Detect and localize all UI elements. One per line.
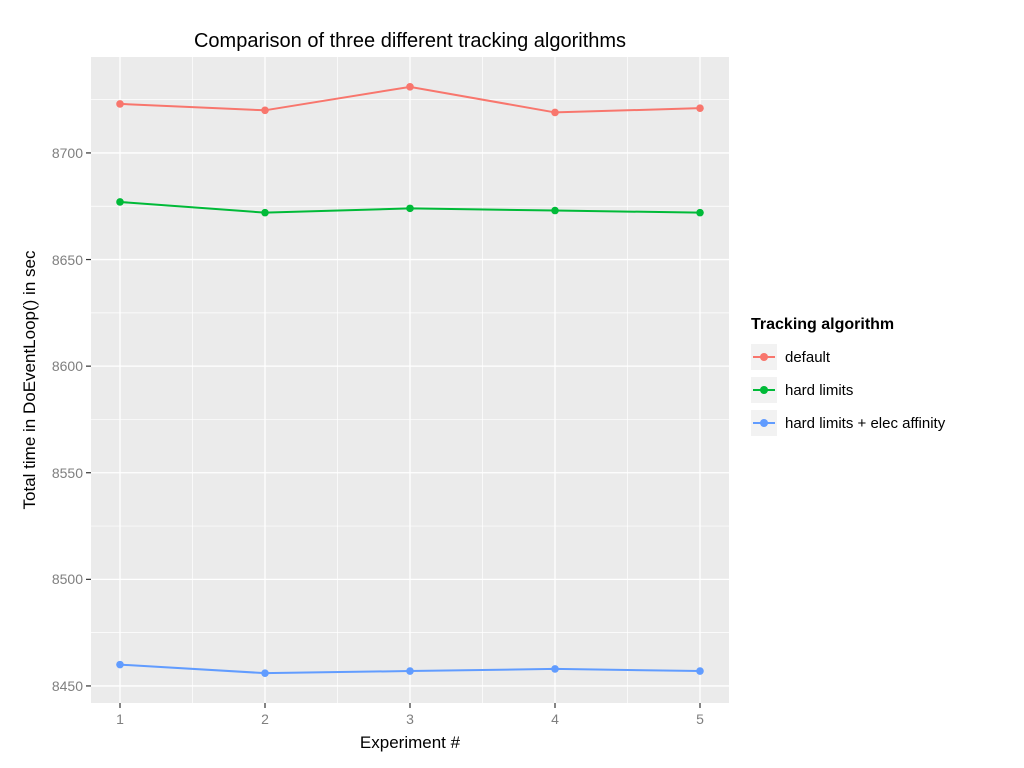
legend-item-label: hard limits + elec affinity xyxy=(785,414,946,432)
legend-item: hard limits xyxy=(751,377,945,403)
data-point xyxy=(261,106,269,115)
y-tick-label: 8550 xyxy=(51,464,83,481)
data-point xyxy=(696,104,704,112)
legend-items: default hard limits hard limits + elec aff… xyxy=(751,344,945,436)
y-tick-label: 8650 xyxy=(51,251,83,268)
data-point xyxy=(551,108,559,117)
legend-key-icon xyxy=(751,377,777,403)
y-tick-label: 8600 xyxy=(51,358,83,375)
data-point xyxy=(551,665,559,673)
legend-key-icon xyxy=(751,410,777,436)
data-point xyxy=(116,660,124,669)
y-tick-label: 8500 xyxy=(51,571,83,588)
data-point xyxy=(261,669,269,677)
data-point xyxy=(551,206,559,215)
data-point xyxy=(406,667,414,675)
data-point xyxy=(261,208,269,217)
x-axis-label: Experiment # xyxy=(359,733,461,752)
legend-key-icon xyxy=(751,344,777,370)
data-point xyxy=(406,83,414,91)
legend-item: hard limits + elec affinity xyxy=(751,410,945,436)
x-tick-label: 3 xyxy=(406,711,414,727)
data-point xyxy=(116,100,124,108)
data-point xyxy=(696,667,704,675)
y-tick-label: 8450 xyxy=(51,677,83,694)
x-tick-label: 2 xyxy=(261,711,269,727)
x-tick-label: 5 xyxy=(696,711,704,727)
y-tick-label: 8700 xyxy=(51,144,83,161)
legend-item: default xyxy=(751,344,945,370)
chart-title: Comparison of three different tracking a… xyxy=(193,30,627,52)
data-point xyxy=(116,198,124,206)
x-tick-label: 4 xyxy=(551,711,559,727)
x-tick-label: 1 xyxy=(116,711,124,727)
legend-item-label: hard limits xyxy=(785,381,854,399)
legend-title: Tracking algorithm xyxy=(751,316,895,333)
legend: Tracking algorithm default hard limits har… xyxy=(751,316,945,443)
data-point xyxy=(696,208,704,217)
legend-item-label: default xyxy=(785,348,831,366)
data-point xyxy=(406,204,414,213)
